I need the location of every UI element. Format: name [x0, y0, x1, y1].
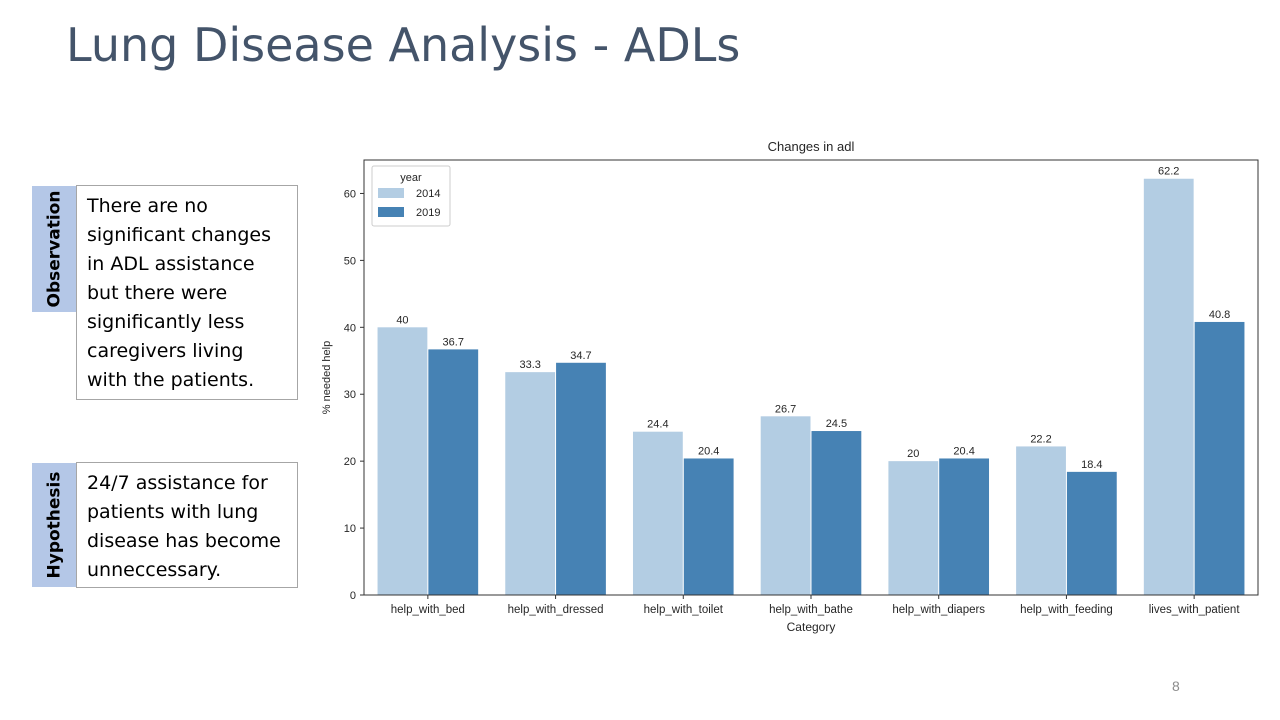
legend-swatch-2019 — [378, 207, 404, 217]
data-label-2019-help_with_feeding: 18.4 — [1081, 459, 1102, 471]
x-tick-label-help_with_feeding: help_with_feeding — [1020, 604, 1113, 616]
data-label-2019-help_with_bathe: 24.5 — [826, 418, 847, 430]
bar-2014-help_with_feeding — [1016, 446, 1066, 595]
x-axis-label: Category — [787, 620, 836, 634]
data-label-2014-help_with_dressed: 33.3 — [519, 359, 540, 371]
bar-2014-help_with_toilet — [632, 431, 683, 595]
bar-2014-help_with_bathe — [760, 416, 811, 595]
bar-2019-help_with_toilet — [683, 458, 734, 595]
hypothesis-text: 24/7 assistance for patients with lung d… — [87, 472, 281, 581]
x-tick-label-help_with_dressed: help_with_dressed — [508, 604, 604, 616]
y-tick-label-10: 10 — [344, 523, 356, 535]
legend-label-2014: 2014 — [416, 188, 440, 200]
hypothesis-text-box: 24/7 assistance for patients with lung d… — [76, 462, 298, 588]
x-tick-label-lives_with_patient: lives_with_patient — [1149, 604, 1241, 616]
bar-2019-help_with_diapers — [939, 458, 990, 595]
hypothesis-tab-label: Hypothesis — [44, 471, 65, 579]
x-tick-label-help_with_toilet: help_with_toilet — [644, 604, 724, 616]
data-label-2019-lives_with_patient: 40.8 — [1209, 309, 1230, 321]
y-tick-label-40: 40 — [344, 322, 356, 334]
bar-2014-help_with_diapers — [888, 461, 939, 595]
observation-text-box: There are no significant changes in ADL … — [76, 185, 298, 400]
bar-2019-help_with_bathe — [811, 431, 862, 595]
data-label-2014-help_with_bed: 40 — [396, 314, 408, 326]
data-label-2014-help_with_feeding: 22.2 — [1030, 433, 1051, 445]
bar-2019-lives_with_patient — [1194, 321, 1245, 595]
observation-tab: Observation — [32, 186, 76, 312]
data-label-2019-help_with_dressed: 34.7 — [570, 350, 591, 362]
chart-svg: Changes in adl 40 33.3 24.4 26.7 20 22.2 62.2 36… — [321, 139, 1259, 634]
data-label-2019-help_with_toilet: 20.4 — [698, 445, 719, 457]
x-tick-label-help_with_bed: help_with_bed — [391, 604, 465, 616]
legend-title: year — [400, 172, 422, 184]
x-tick-label-help_with_bathe: help_with_bathe — [769, 604, 853, 616]
bar-2014-help_with_bed — [377, 327, 428, 595]
y-tick-label-60: 60 — [344, 188, 356, 200]
bar-2019-help_with_feeding — [1066, 471, 1117, 595]
bar-2019-help_with_bed — [428, 349, 479, 595]
adl-bar-chart: Changes in adl 40 33.3 24.4 26.7 20 22.2 62.2 36… — [310, 130, 1270, 640]
bar-2019-help_with_dressed — [556, 362, 606, 595]
data-label-2014-lives_with_patient: 62.2 — [1158, 166, 1179, 178]
observation-tab-label: Observation — [44, 190, 65, 308]
bar-2014-lives_with_patient — [1143, 178, 1194, 595]
data-label-2014-help_with_diapers: 20 — [907, 448, 919, 460]
slide-title: Lung Disease Analysis - ADLs — [66, 18, 741, 72]
y-tick-label-20: 20 — [344, 456, 356, 468]
observation-text: There are no significant changes in ADL … — [87, 195, 271, 391]
data-label-2019-help_with_diapers: 20.4 — [953, 445, 974, 457]
y-axis-label: % needed help — [321, 341, 333, 414]
y-tick-label-30: 30 — [344, 389, 356, 401]
y-tick-label-0: 0 — [350, 590, 356, 602]
legend-label-2019: 2019 — [416, 207, 440, 219]
data-label-2014-help_with_toilet: 24.4 — [647, 419, 668, 431]
page-number: 8 — [1172, 678, 1180, 694]
data-label-2019-help_with_bed: 36.7 — [443, 336, 464, 348]
hypothesis-tab: Hypothesis — [32, 463, 76, 587]
data-label-2014-help_with_bathe: 26.7 — [775, 403, 796, 415]
x-tick-label-help_with_diapers: help_with_diapers — [892, 604, 985, 616]
legend-swatch-2014 — [378, 188, 404, 198]
chart-title: Changes in adl — [768, 139, 855, 154]
y-tick-label-50: 50 — [344, 255, 356, 267]
plot-frame — [363, 159, 1259, 596]
bar-2014-help_with_dressed — [505, 372, 556, 595]
